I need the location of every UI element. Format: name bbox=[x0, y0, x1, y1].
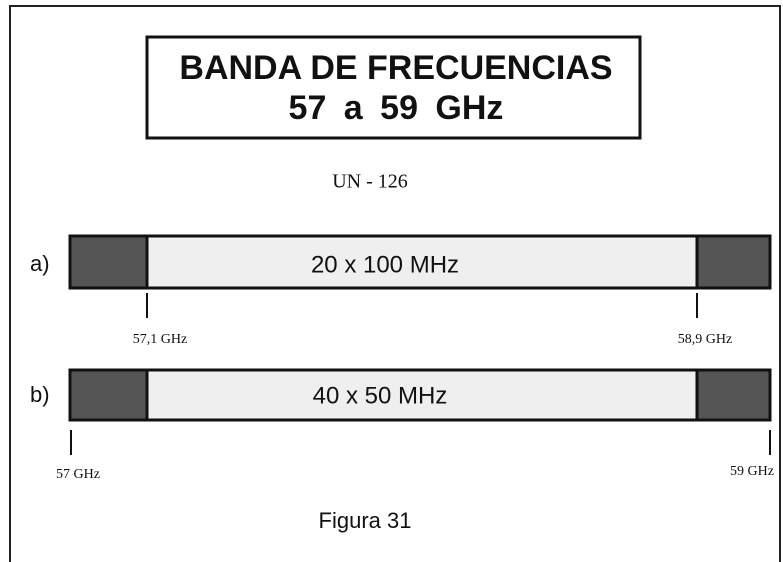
band-text: 20 x 100 MHz bbox=[311, 251, 459, 278]
title-line: 57 a 59 GHz bbox=[289, 89, 504, 127]
caption: Figura 31 bbox=[319, 508, 412, 533]
guard-band bbox=[68, 234, 149, 290]
guard-band bbox=[68, 368, 149, 422]
band-label: a) bbox=[30, 251, 50, 276]
title-line: BANDA DE FRECUENCIAS bbox=[179, 49, 612, 87]
title-box bbox=[145, 35, 642, 140]
frame bbox=[9, 5, 781, 562]
band-bar bbox=[68, 234, 772, 290]
band-text: 40 x 50 MHz bbox=[313, 382, 448, 409]
guard-band bbox=[695, 234, 772, 290]
marker-label: 57 GHz bbox=[56, 467, 100, 482]
marker-label: 58,9 GHz bbox=[678, 332, 732, 347]
band-label: b) bbox=[30, 382, 50, 407]
subtitle: UN - 126 bbox=[332, 171, 408, 193]
guard-band bbox=[695, 368, 772, 422]
marker-label: 59 GHz bbox=[730, 464, 774, 479]
marker-label: 57,1 GHz bbox=[133, 332, 187, 347]
